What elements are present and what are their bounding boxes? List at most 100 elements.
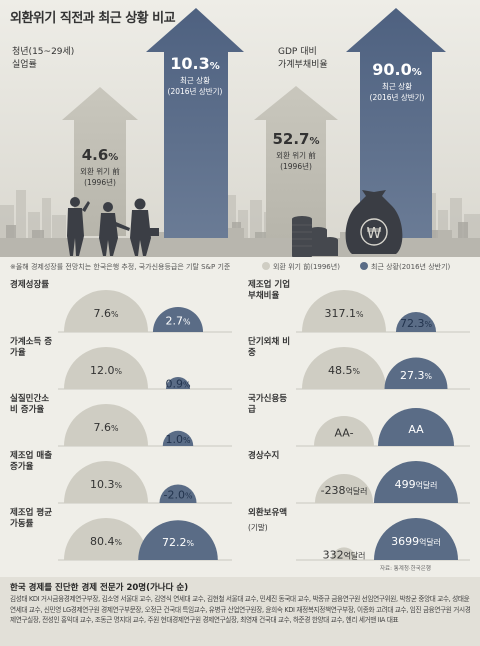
before-mark (314, 416, 374, 446)
before-mark (64, 518, 148, 560)
recent-mark (378, 408, 454, 446)
hero-left-recent-unit: % (209, 61, 220, 72)
people-silhouettes (67, 197, 159, 256)
indicator-chart: 7.6% 1.0% (58, 404, 232, 447)
indicator-chart: -238억달러 499억달러 (296, 461, 470, 504)
hero-right-before: 52.7% 외환 위기 前 (1996년) (256, 130, 336, 172)
legend-recent-swatch (360, 262, 368, 270)
indicator-title: 제조업 평균가동률 (10, 508, 53, 529)
hero-right-label: GDP 대비 가계부채비율 (278, 46, 328, 72)
before-value-label: 80.4% (90, 535, 123, 548)
indicator-title: 제조업 매출증가율 (10, 451, 53, 472)
hero-right-recent-value: 90.0 (372, 60, 412, 79)
recent-value-label: 2.7% (165, 315, 191, 328)
indicator-chart: 80.4% 72.2% (58, 518, 232, 561)
hero-left-label-line2: 실업률 (12, 60, 37, 70)
indicator-title: 단기외채 비중 (248, 337, 291, 358)
before-arrow-left (62, 87, 138, 236)
hero-left-before-value: 4.6 (81, 146, 109, 164)
recent-mark (395, 311, 437, 332)
expert-list-title: 한국 경제를 진단한 경제 전문가 20명(가나다 순) (10, 583, 189, 593)
before-mark (64, 290, 148, 332)
indicator-chart: 7.6% 2.7% (58, 290, 232, 333)
recent-value-label: 1.0% (165, 433, 191, 446)
legend-before-label: 외환 위기 前(1996년) (273, 263, 340, 271)
recent-mark (162, 430, 194, 446)
before-value-label: 332억달러 (323, 548, 366, 561)
indicator-panel: 단기외채 비중 48.5% 27.3% (246, 335, 474, 392)
indicator-chart: 10.3% -2.0% (58, 461, 232, 504)
hero-right-recent-sub2: (2016년 상반기) (369, 93, 425, 102)
hero-left-recent-sub1: 최근 상황 (180, 76, 210, 85)
source-note: 자료: 통계청·한국은행 (380, 566, 431, 572)
recent-mark (138, 520, 218, 560)
hero-left-before-sub2: (1996년) (84, 178, 116, 187)
hero-right-recent-unit: % (411, 67, 422, 78)
recent-value-label: 3699억달러 (391, 535, 441, 548)
expert-list: 한국 경제를 진단한 경제 전문가 20명(가나다 순) 김성태 KDI 거시금… (0, 577, 480, 646)
hero-left-before-sub1: 외환 위기 前 (80, 167, 120, 176)
indicator-panel: 가계소득 증가율 12.0% 0.9% (8, 335, 236, 392)
indicator-panel: 실질민간소비 증가율 7.6% 1.0% (8, 392, 236, 449)
indicator-subtitle: (기말) (248, 523, 268, 532)
recent-mark (152, 306, 204, 332)
recent-value-label: 499억달러 (395, 478, 438, 491)
recent-mark (384, 357, 448, 389)
before-value-label: 12.0% (90, 364, 123, 377)
indicator-title: 국가신용등급 (248, 394, 288, 415)
hero-right-before-sub2: (1996년) (280, 162, 312, 171)
before-mark (64, 347, 148, 389)
before-mark (64, 404, 148, 446)
before-value-label: AA- (334, 427, 353, 440)
recent-value-label: 0.9% (165, 378, 191, 391)
indicator-title: 외환보유액 (248, 508, 288, 518)
hero-right-before-sub1: 외환 위기 前 (276, 151, 316, 160)
before-mark (314, 474, 374, 503)
recent-value-label: -2.0% (164, 489, 193, 502)
hero-right-before-unit: % (309, 136, 320, 147)
coins-stack (292, 216, 338, 257)
indicator-title: 가계소득 증가율 (10, 337, 53, 358)
before-value-label: -238억달러 (321, 484, 368, 497)
recent-arrow-right (346, 8, 446, 244)
recent-value-label: 72.3% (400, 317, 433, 330)
hero-right-label-line1: GDP 대비 (278, 47, 317, 57)
before-value-label: 48.5% (328, 364, 361, 377)
recent-value-label: AA (408, 423, 424, 436)
indicator-panel: 경상수지 -238억달러 499억달러 (246, 449, 474, 506)
indicator-chart: 332억달러 3699억달러 (296, 518, 470, 561)
before-value-label: 7.6% (93, 421, 119, 434)
indicator-title: 제조업 기업부채비율 (248, 280, 291, 301)
before-mark (302, 347, 386, 389)
recent-mark (159, 484, 197, 503)
hero-right-before-value: 52.7 (272, 130, 310, 148)
hero-left-before-unit: % (108, 152, 119, 163)
indicator-panel: 외환보유액 (기말) 332억달러 3699억달러 (246, 506, 474, 563)
hero-right-label-line2: 가계부채비율 (278, 60, 328, 70)
page-title: 외환위기 직전과 최근 상황 비교 (10, 11, 176, 26)
hero-illustration: ₩ (0, 0, 480, 257)
recent-value-label: 72.2% (162, 536, 195, 549)
indicator-panel: 국가신용등급 AA- AA (246, 392, 474, 449)
legend-before-swatch (262, 262, 270, 270)
legend-bar: ※올해 경제성장률 전망치는 한국은행 추정, 국가신용등급은 기탈 S&P 기… (0, 259, 480, 275)
indicator-title: 실질민간소비 증가율 (10, 394, 50, 415)
hero-left-recent-sub2: (2016년 상반기) (167, 87, 223, 96)
hero-right-recent: 90.0% 최근 상황 (2016년 상반기) (352, 60, 442, 103)
before-value-label: 10.3% (90, 478, 123, 491)
indicator-chart: AA- AA (296, 408, 470, 447)
hero-left-recent-value: 10.3 (170, 54, 210, 73)
footnote: ※올해 경제성장률 전망치는 한국은행 추정, 국가신용등급은 기탈 S&P 기… (10, 263, 231, 271)
before-mark (331, 547, 357, 560)
before-value-label: 317.1% (324, 307, 364, 320)
hero-right-recent-sub1: 최근 상황 (382, 82, 412, 91)
hero-left-recent: 10.3% 최근 상황 (2016년 상반기) (150, 54, 240, 97)
hero-left-before: 4.6% 외환 위기 前 (1996년) (60, 146, 140, 188)
before-value-label: 7.6% (93, 307, 119, 320)
expert-list-body: 김성태 KDI 거시금융경제연구부장, 김소영 서울대 교수, 김영식 연세대 … (10, 595, 471, 624)
legend-recent-label: 최근 상황(2016년 상반기) (371, 263, 451, 271)
recent-arrow-left (146, 8, 244, 244)
hero-left-label-line1: 청년(15~29세) (12, 47, 75, 57)
won-symbol: ₩ (367, 224, 382, 242)
indicator-panel: 경제성장률 7.6% 2.7% (8, 278, 236, 335)
